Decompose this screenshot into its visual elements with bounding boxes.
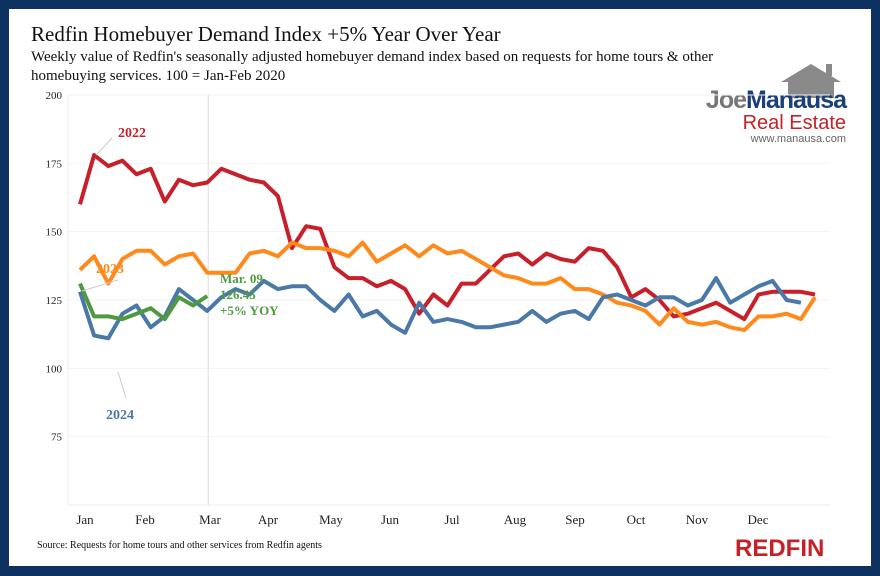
series-line-2022: [78, 153, 816, 322]
logo-url: www.manausa.com: [750, 133, 846, 145]
logo-real-estate: Real Estate: [742, 112, 846, 134]
series-line-current: [78, 282, 209, 322]
redfin-logo: REDFIN: [735, 535, 825, 562]
logo-joe: Joe: [705, 86, 747, 114]
annotation-date: Mar. 09: [220, 271, 263, 286]
annotation-change: +5% YOY: [220, 303, 279, 318]
x-tick-label: Aug: [504, 512, 527, 527]
x-tick-label: Apr: [258, 512, 279, 527]
y-tick-label: 200: [46, 90, 63, 102]
x-tick-label: Mar: [199, 512, 221, 527]
y-tick-label: 75: [51, 432, 63, 444]
series-label-2024: 2024: [106, 408, 134, 423]
x-tick-label: Dec: [748, 512, 769, 527]
x-tick-label: Sep: [565, 512, 585, 527]
series-label-2022: 2022: [118, 126, 146, 141]
x-tick-label: Jul: [444, 512, 460, 527]
x-tick-label: Nov: [686, 512, 709, 527]
annotation-value: 126.45: [220, 287, 256, 302]
y-tick-label: 100: [46, 363, 63, 375]
y-tick-label: 175: [46, 158, 63, 170]
chart-subtitle: Weekly value of Redfin's seasonally adju…: [31, 49, 714, 84]
joe-manausa-logo: JoeManausa Real Estate www.manausa.com: [706, 60, 868, 148]
x-tick-label: May: [319, 512, 343, 527]
house-icon: [781, 64, 841, 98]
y-tick-label: 125: [46, 295, 63, 307]
label-leader-2023: [81, 279, 119, 292]
x-tick-label: Oct: [627, 512, 646, 527]
x-tick-label: Jun: [381, 512, 400, 527]
series-label-2023: 2023: [96, 262, 124, 277]
series-line-2024: [78, 276, 802, 341]
logo-manausa: Manausa: [746, 86, 847, 114]
chart-title: Redfin Homebuyer Demand Index +5% Year O…: [31, 22, 501, 46]
chart-panel: [9, 9, 871, 566]
label-leader-2022: [95, 137, 113, 156]
x-tick-label: Jan: [76, 512, 94, 527]
source-note: Source: Requests for home tours and othe…: [37, 540, 322, 551]
x-tick-label: Feb: [135, 512, 155, 527]
series-line-2023: [78, 240, 817, 333]
y-tick-label: 150: [46, 227, 63, 239]
label-leader-2024: [117, 371, 127, 399]
